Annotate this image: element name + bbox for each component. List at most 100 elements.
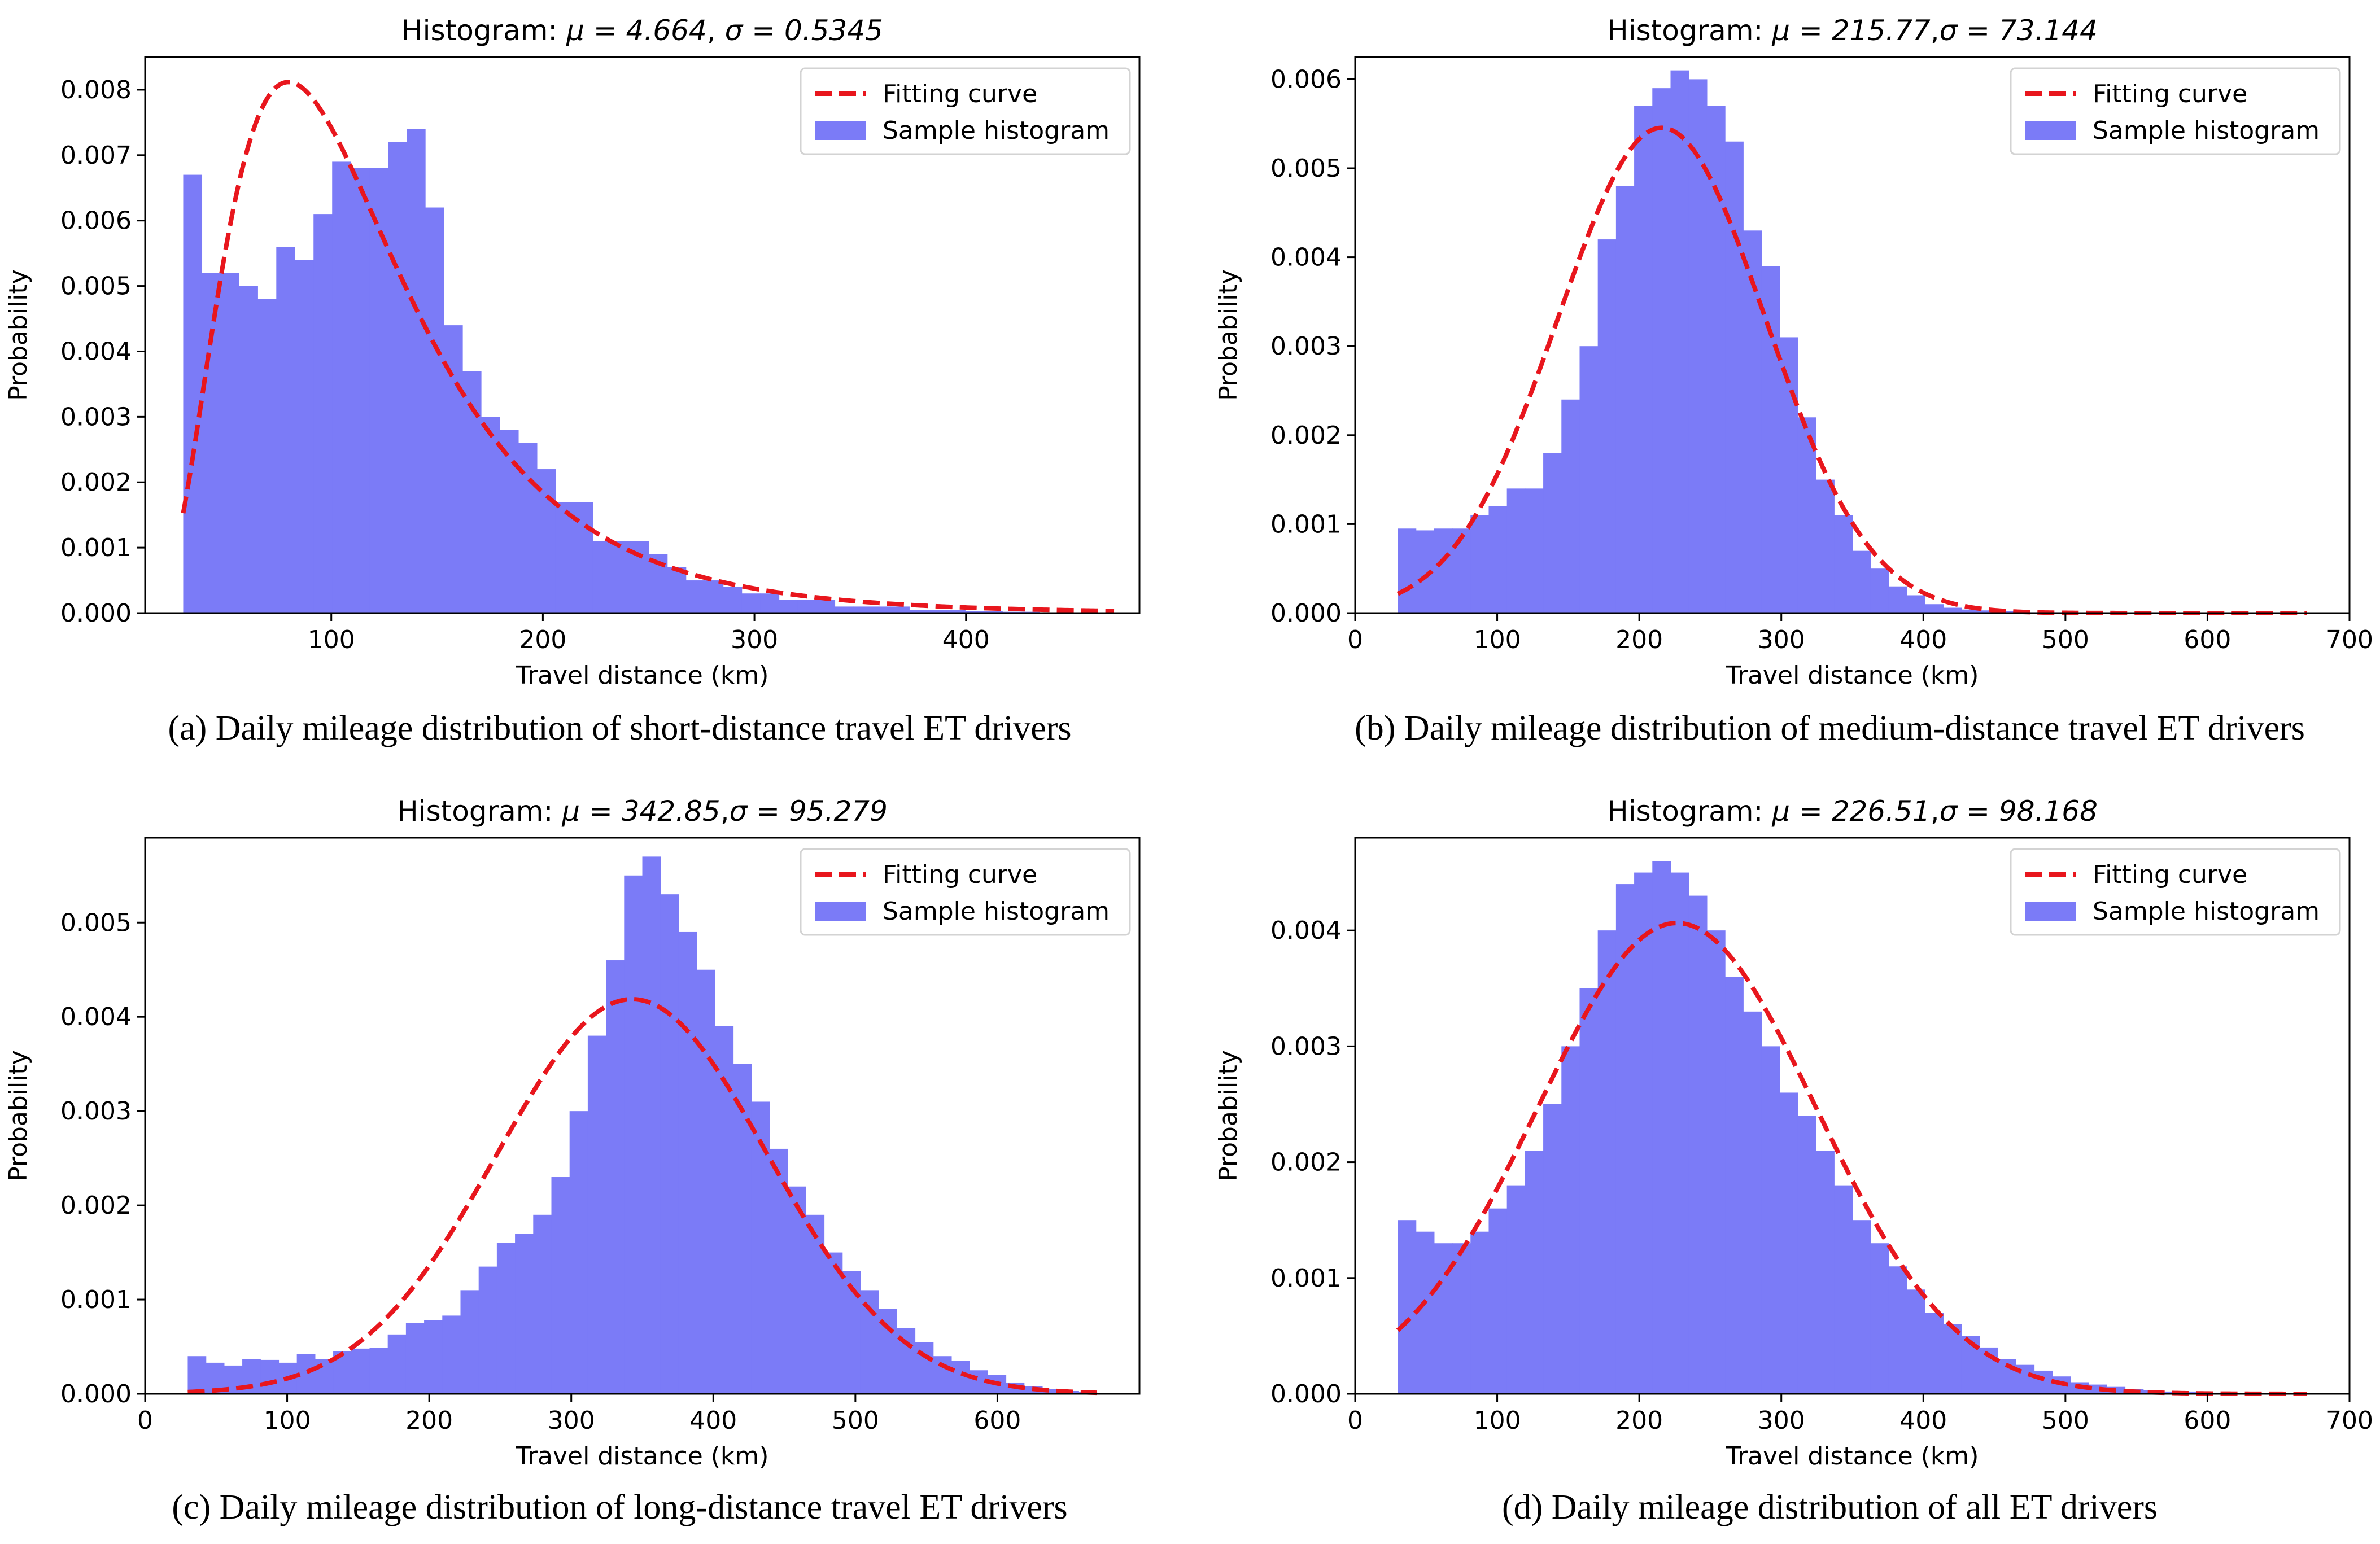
histogram-bar	[1888, 586, 1907, 613]
x-tick-label: 200	[519, 626, 566, 654]
histogram-bar	[1706, 106, 1726, 613]
histogram-bar	[1943, 1324, 1962, 1394]
chart-panel-d: 0 100 200 300 400 500 600 700 0.000 0.001 0.002 0.0…	[1214, 795, 2373, 1471]
chart-title-separator: ,	[707, 14, 725, 47]
histogram-bars	[1398, 70, 2071, 614]
histogram-bar	[1961, 609, 1980, 613]
y-tick-label: 0.005	[1270, 154, 1342, 183]
chart-title-sigma: σ = 95.279	[730, 795, 888, 828]
histogram-bar	[1615, 884, 1635, 1394]
histogram-bar	[1652, 88, 1671, 613]
legend-bars-swatch	[2025, 121, 2076, 140]
x-axis-label: Travel distance (km)	[516, 1442, 769, 1471]
histogram-bar	[481, 417, 500, 613]
histogram-bar	[1688, 895, 1708, 1394]
histogram-bar	[202, 273, 221, 614]
histogram-bar	[1398, 528, 1417, 613]
x-axis-label: Travel distance (km)	[516, 661, 769, 690]
x-tick-label: 400	[1899, 626, 1947, 654]
chart-title-separator: ,	[1931, 795, 1940, 828]
x-tick-label: 600	[973, 1406, 1021, 1435]
y-tick-label: 0.004	[60, 337, 132, 366]
histogram-bar	[1506, 488, 1526, 613]
histogram-bar	[1725, 977, 1744, 1394]
histogram-bar	[1416, 1231, 1435, 1394]
histogram-bar	[351, 168, 370, 613]
legend-box	[2010, 67, 2341, 155]
x-tick-label: 600	[2184, 1406, 2231, 1435]
histogram-bar	[660, 894, 679, 1394]
histogram-bar	[1888, 1266, 1907, 1394]
y-tick-label: 0.004	[60, 1003, 132, 1031]
legend: Fitting curve Sample histogram	[2010, 67, 2341, 155]
histogram-bar	[1816, 479, 1835, 613]
x-tick-label: 100	[1474, 626, 1521, 654]
y-tick-label: 0.008	[60, 76, 132, 104]
histogram-bar	[842, 1271, 861, 1394]
y-tick-label: 0.002	[60, 1191, 132, 1220]
x-tick-label: 300	[1758, 1406, 1805, 1435]
legend-bars-swatch	[815, 121, 866, 140]
fitting-curve-line	[1396, 125, 2307, 615]
chart-title-sigma: σ = 0.5345	[725, 14, 883, 47]
histogram-bar	[1652, 861, 1671, 1394]
histogram-bar	[1870, 568, 1889, 613]
x-tick-label: 100	[1474, 1406, 1521, 1435]
histogram-bar	[1042, 1389, 1061, 1394]
x-tick-label: 0	[1347, 1406, 1363, 1435]
figure-caption: (d) Daily mileage distribution of all ET…	[1502, 1488, 2158, 1526]
histogram-bar	[1506, 1185, 1526, 1394]
x-tick-label: 300	[1758, 626, 1805, 654]
y-tick-label: 0.002	[60, 468, 132, 497]
x-tick-label: 0	[137, 1406, 153, 1435]
plot-frame	[1354, 56, 2351, 614]
figure-caption: (a) Daily mileage distribution of short-…	[168, 709, 1071, 747]
fitting-curve-line	[187, 996, 1097, 1396]
histogram-bar	[1834, 1185, 1853, 1394]
histogram-bar	[1998, 611, 2016, 613]
y-tick-label: 0.003	[1270, 332, 1342, 361]
histogram-bar	[797, 600, 817, 613]
x-tick-label: 0	[1347, 626, 1363, 654]
y-axis-label: Probability	[4, 269, 33, 401]
histogram-bar	[1943, 607, 1962, 613]
chart-title-prefix: Histogram:	[1607, 14, 1772, 47]
histogram-bar	[405, 1323, 425, 1394]
y-tick-label: 0.003	[60, 1097, 132, 1126]
histogram-bar	[697, 969, 715, 1394]
histogram-bar	[915, 1342, 934, 1394]
histogram-bar	[295, 260, 314, 613]
plot-frame	[144, 837, 1141, 1395]
legend: Fitting curve Sample histogram	[800, 848, 1131, 936]
histogram-bar	[1907, 1289, 1925, 1394]
y-tick-label: 0.001	[60, 533, 132, 562]
histogram-bar	[460, 1290, 479, 1394]
histogram-bar	[1561, 399, 1580, 613]
plot-frame	[1354, 837, 2351, 1395]
figure-caption: (b) Daily mileage distribution of medium…	[1355, 709, 2305, 747]
y-axis-label: Probability	[1214, 1050, 1243, 1182]
histogram-bar	[1488, 1208, 1508, 1394]
y-tick-label: 0.003	[60, 403, 132, 431]
histogram-bar	[1398, 1220, 1417, 1394]
y-tick-label: 0.001	[1270, 510, 1342, 539]
histogram-bar	[1452, 528, 1471, 613]
histogram-bar	[1488, 506, 1508, 613]
histogram-bar	[2034, 1370, 2053, 1394]
x-axis-label: Travel distance (km)	[1726, 661, 1979, 690]
fitting-curve-line	[1396, 921, 2307, 1396]
histogram-bars	[183, 129, 1115, 614]
histogram-bar	[723, 587, 743, 613]
legend-box	[800, 67, 1131, 155]
legend-box	[2010, 848, 2341, 936]
histogram-bar	[442, 1315, 461, 1394]
histogram-bar	[499, 430, 519, 613]
x-tick-label: 300	[548, 1406, 595, 1435]
histogram-bar	[1706, 930, 1726, 1394]
x-tick-label: 500	[2042, 1406, 2089, 1435]
y-tick-label: 0.001	[1270, 1264, 1342, 1293]
legend-bars-label: Sample histogram	[883, 897, 1110, 926]
histogram-bar	[515, 1234, 534, 1394]
x-tick-label: 400	[1899, 1406, 1947, 1435]
x-axis-label: Travel distance (km)	[1726, 1442, 1979, 1471]
